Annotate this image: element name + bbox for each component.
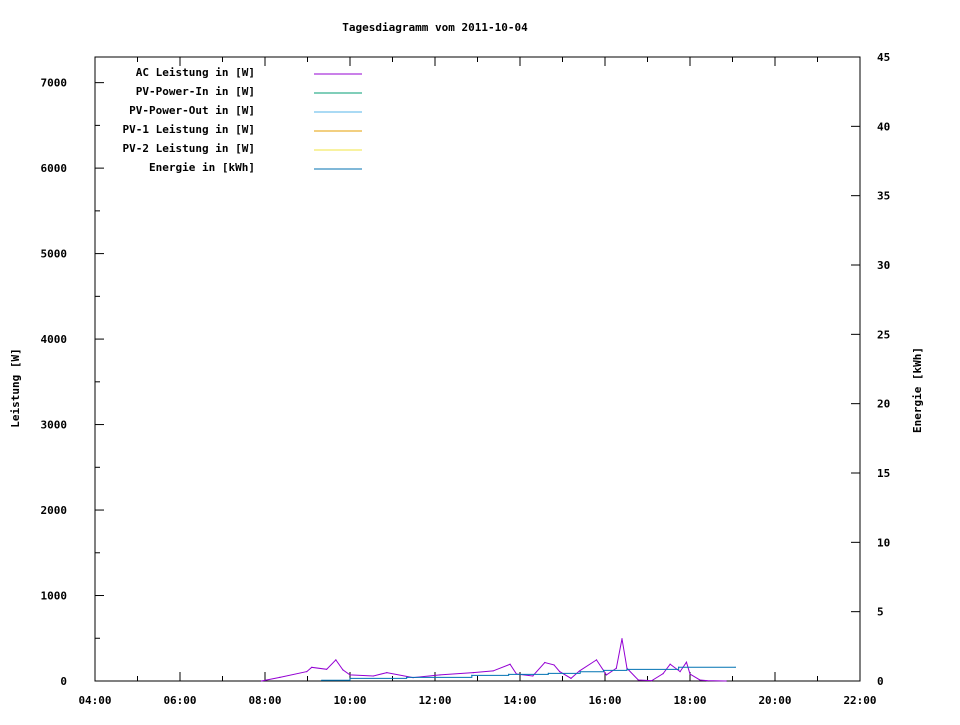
data-point-5 — [579, 671, 581, 673]
data-point-5 — [321, 679, 323, 681]
data-point-0 — [279, 676, 281, 678]
y-tick-label: 4000 — [41, 333, 68, 346]
y2-tick-label: 20 — [877, 398, 890, 411]
data-point-0 — [472, 672, 474, 674]
data-point-5 — [678, 666, 680, 668]
data-point-0 — [306, 670, 308, 673]
data-point-0 — [386, 672, 388, 674]
data-point-0 — [570, 677, 572, 679]
legend-label: AC Leistung in [W] — [136, 66, 255, 79]
legend-label: PV-1 Leistung in [W] — [123, 123, 255, 136]
y2-tick-label: 30 — [877, 259, 890, 272]
data-point-5 — [471, 674, 473, 676]
data-point-5 — [406, 676, 408, 678]
data-point-0 — [689, 673, 691, 675]
data-point-0 — [260, 680, 263, 682]
x-tick-label: 16:00 — [588, 694, 621, 707]
data-point-0 — [492, 670, 494, 672]
data-point-0 — [544, 661, 546, 664]
data-point-0 — [335, 659, 337, 661]
data-point-0 — [685, 661, 688, 663]
data-point-0 — [595, 659, 598, 661]
x-tick-label: 22:00 — [843, 694, 876, 707]
y2-tick-label: 45 — [877, 51, 890, 64]
y-tick-label: 1000 — [41, 590, 68, 603]
legend-label: Energie in [kWh] — [149, 161, 255, 174]
data-point-0 — [651, 680, 653, 682]
y2-axis-label: Energie [kWh] — [911, 347, 924, 433]
chart-title: Tagesdiagramm vom 2011-10-04 — [342, 21, 528, 34]
data-point-5 — [508, 673, 510, 675]
legend-label: PV-2 Leistung in [W] — [123, 142, 255, 155]
legend-label: PV-Power-In in [W] — [136, 85, 255, 98]
data-point-0 — [532, 675, 534, 677]
data-point-0 — [699, 679, 701, 681]
x-tick-label: 10:00 — [333, 694, 366, 707]
y2-tick-label: 15 — [877, 467, 890, 480]
x-tick-label: 04:00 — [78, 694, 111, 707]
data-point-5 — [547, 672, 549, 674]
data-point-0 — [615, 667, 617, 669]
data-point-0 — [509, 663, 511, 665]
x-tick-label: 08:00 — [248, 694, 281, 707]
y-tick-label: 2000 — [41, 504, 68, 517]
y2-tick-label: 10 — [877, 536, 890, 549]
y2-tick-label: 25 — [877, 328, 890, 341]
y-axis-label: Leistung [W] — [9, 348, 22, 427]
y-tick-label: 5000 — [41, 248, 68, 261]
x-tick-label: 18:00 — [673, 694, 706, 707]
data-point-0 — [679, 670, 681, 673]
data-point-0 — [372, 675, 374, 677]
y2-tick-label: 35 — [877, 190, 890, 203]
data-point-0 — [725, 680, 727, 682]
data-point-0 — [605, 674, 608, 676]
x-tick-label: 12:00 — [418, 694, 451, 707]
data-point-0 — [706, 680, 708, 682]
data-point-0 — [342, 669, 344, 671]
data-point-0 — [662, 673, 664, 675]
series-line-0 — [261, 638, 727, 682]
x-tick-label: 14:00 — [503, 694, 536, 707]
data-point-0 — [621, 638, 623, 640]
x-tick-label: 20:00 — [758, 694, 791, 707]
legend-label: PV-Power-Out in [W] — [129, 104, 255, 117]
data-point-0 — [626, 667, 628, 669]
data-point-0 — [349, 674, 351, 676]
data-point-0 — [311, 666, 313, 668]
data-point-5 — [626, 668, 628, 670]
data-point-0 — [326, 668, 328, 670]
data-point-0 — [559, 670, 561, 673]
data-point-0 — [669, 663, 671, 665]
data-point-0 — [439, 674, 441, 676]
y2-tick-label: 40 — [877, 120, 890, 133]
y-tick-label: 0 — [60, 675, 67, 688]
data-point-5 — [602, 669, 605, 671]
data-point-0 — [553, 664, 555, 666]
y-tick-label: 6000 — [41, 162, 68, 175]
y2-tick-label: 0 — [877, 675, 884, 688]
y-tick-label: 3000 — [41, 419, 68, 432]
data-point-0 — [637, 679, 639, 681]
data-point-5 — [734, 666, 736, 668]
y2-tick-label: 5 — [877, 606, 884, 619]
data-point-5 — [349, 677, 351, 679]
y-tick-label: 7000 — [41, 77, 68, 90]
x-tick-label: 06:00 — [163, 694, 196, 707]
